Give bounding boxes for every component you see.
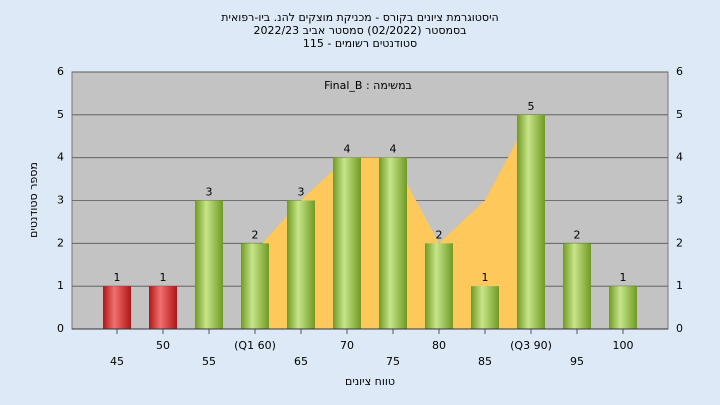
- bar: [149, 286, 177, 329]
- x-axis-label: טווח ציונים: [345, 375, 395, 388]
- data-label: 5: [528, 100, 535, 113]
- y-tick-label: 6: [57, 65, 64, 78]
- x-tick-label: (Q3 90): [510, 339, 552, 352]
- data-label: 2: [252, 228, 259, 241]
- bar: [609, 286, 637, 329]
- x-tick-label: 45: [110, 355, 124, 368]
- y-tick-label: 5: [676, 108, 683, 121]
- subtitle: בסמסטר (02/2022) סמסטר אביב 2022/23: [253, 24, 466, 37]
- bar: [517, 114, 545, 329]
- subtitle: סטודנטים רשומים - 115: [303, 37, 417, 50]
- data-label: 1: [114, 271, 121, 284]
- x-tick-label: 85: [478, 355, 492, 368]
- y-tick-label: 2: [676, 236, 683, 249]
- x-tick-label: 100: [613, 339, 634, 352]
- x-tick-label: 55: [202, 355, 216, 368]
- bar: [241, 243, 269, 329]
- y-tick-label: 2: [57, 236, 64, 249]
- y-tick-label: 4: [676, 151, 683, 164]
- bar: [195, 200, 223, 329]
- y-tick-label: 3: [57, 194, 64, 207]
- bar: [563, 243, 591, 329]
- data-label: 4: [344, 143, 351, 156]
- x-tick-label: 75: [386, 355, 400, 368]
- data-label: 3: [298, 186, 305, 199]
- annotation: Final_B : במשימה: [324, 79, 412, 92]
- bar: [287, 200, 315, 329]
- data-label: 1: [482, 271, 489, 284]
- bar: [333, 157, 361, 329]
- y-tick-label: 0: [676, 322, 683, 335]
- y-axis-label: מספר סטודנטים: [27, 162, 40, 238]
- bar: [425, 243, 453, 329]
- data-label: 4: [390, 143, 397, 156]
- y-tick-label: 0: [57, 322, 64, 335]
- data-label: 1: [160, 271, 167, 284]
- y-tick-label: 4: [57, 151, 64, 164]
- y-tick-label: 1: [676, 279, 683, 292]
- bar: [103, 286, 131, 329]
- data-label: 1: [620, 271, 627, 284]
- x-tick-label: 65: [294, 355, 308, 368]
- data-label: 3: [206, 186, 213, 199]
- x-tick-label: 70: [340, 339, 354, 352]
- x-tick-label: 80: [432, 339, 446, 352]
- x-tick-label: 95: [570, 355, 584, 368]
- y-tick-label: 6: [676, 65, 683, 78]
- y-tick-label: 3: [676, 194, 683, 207]
- data-label: 2: [436, 228, 443, 241]
- x-tick-label: 50: [156, 339, 170, 352]
- chart-title: היסטוגרמת ציונים בקורס - מכניקת מוצקים ל…: [221, 11, 498, 24]
- bar: [471, 286, 499, 329]
- y-tick-label: 1: [57, 279, 64, 292]
- y-tick-label: 5: [57, 108, 64, 121]
- bar: [379, 157, 407, 329]
- data-label: 2: [574, 228, 581, 241]
- x-tick-label: (Q1 60): [234, 339, 276, 352]
